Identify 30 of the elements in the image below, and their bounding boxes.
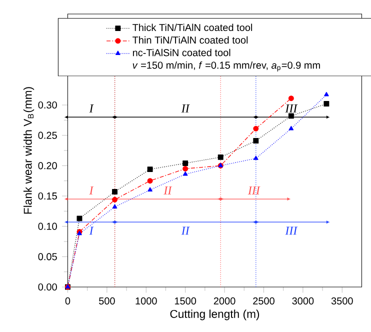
x-tick-label: 2500 bbox=[253, 297, 274, 304]
annotation: II bbox=[181, 104, 190, 112]
legend-label: Thin TiN/TiAlN coated tool bbox=[132, 36, 248, 44]
x-tick-label: 500 bbox=[98, 297, 115, 304]
y-tick-label: 0.05 bbox=[38, 253, 57, 260]
y-tick-label: 0.00 bbox=[38, 283, 57, 291]
y-tick-label: 0.25 bbox=[38, 132, 57, 139]
x-tick-label: 1500 bbox=[174, 297, 196, 304]
x-tick-label: 3000 bbox=[292, 297, 314, 304]
x-tick-label: 1000 bbox=[136, 297, 157, 304]
annotation: III bbox=[285, 226, 298, 235]
legend-label: nc-TiAlSiN coated tool bbox=[132, 48, 230, 56]
annotation: I bbox=[89, 104, 94, 112]
x-tick-label: 2000 bbox=[214, 297, 236, 304]
y-axis-title: Flank wear width V$_{B}$(mm) bbox=[23, 87, 34, 214]
legend-label: Thick TiN/TiAlN coated tool bbox=[132, 24, 252, 32]
x-tick-label: 3500 bbox=[331, 297, 353, 304]
annotation: I bbox=[89, 186, 94, 194]
y-tick-label: 0.20 bbox=[38, 162, 57, 170]
annotation: III bbox=[248, 186, 260, 194]
y-tick-label: 0.30 bbox=[38, 101, 57, 109]
x-tick-label: 0 bbox=[65, 297, 70, 304]
annotation: III bbox=[285, 104, 298, 112]
annotation: II bbox=[181, 226, 190, 235]
annotation: I bbox=[89, 226, 94, 235]
annotation: II bbox=[164, 186, 172, 194]
x-axis-title: Cutting length (m) bbox=[170, 310, 260, 320]
y-tick-label: 0.10 bbox=[38, 222, 57, 230]
annotation: v =150 m/min, f =0.15 mm/rev, a$_{p}$=0.9 mm bbox=[132, 61, 320, 72]
y-tick-label: 0.15 bbox=[38, 192, 57, 200]
